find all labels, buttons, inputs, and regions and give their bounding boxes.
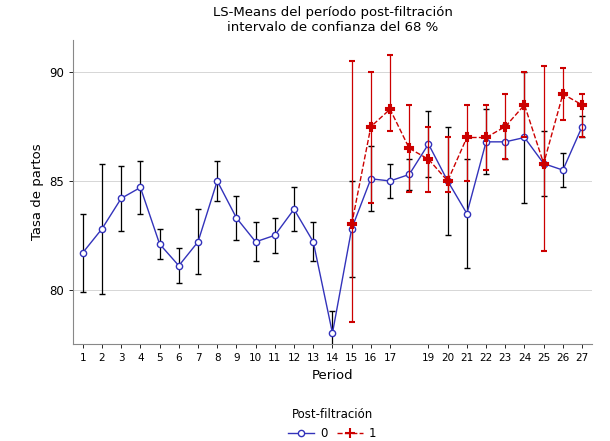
Y-axis label: Tasa de partos: Tasa de partos	[30, 143, 44, 240]
Legend: 0, 1: 0, 1	[284, 403, 381, 441]
X-axis label: Period: Period	[312, 369, 353, 381]
Title: LS-Means del período post-filtración
intervalo de confianza del 68 %: LS-Means del período post-filtración int…	[212, 6, 453, 34]
